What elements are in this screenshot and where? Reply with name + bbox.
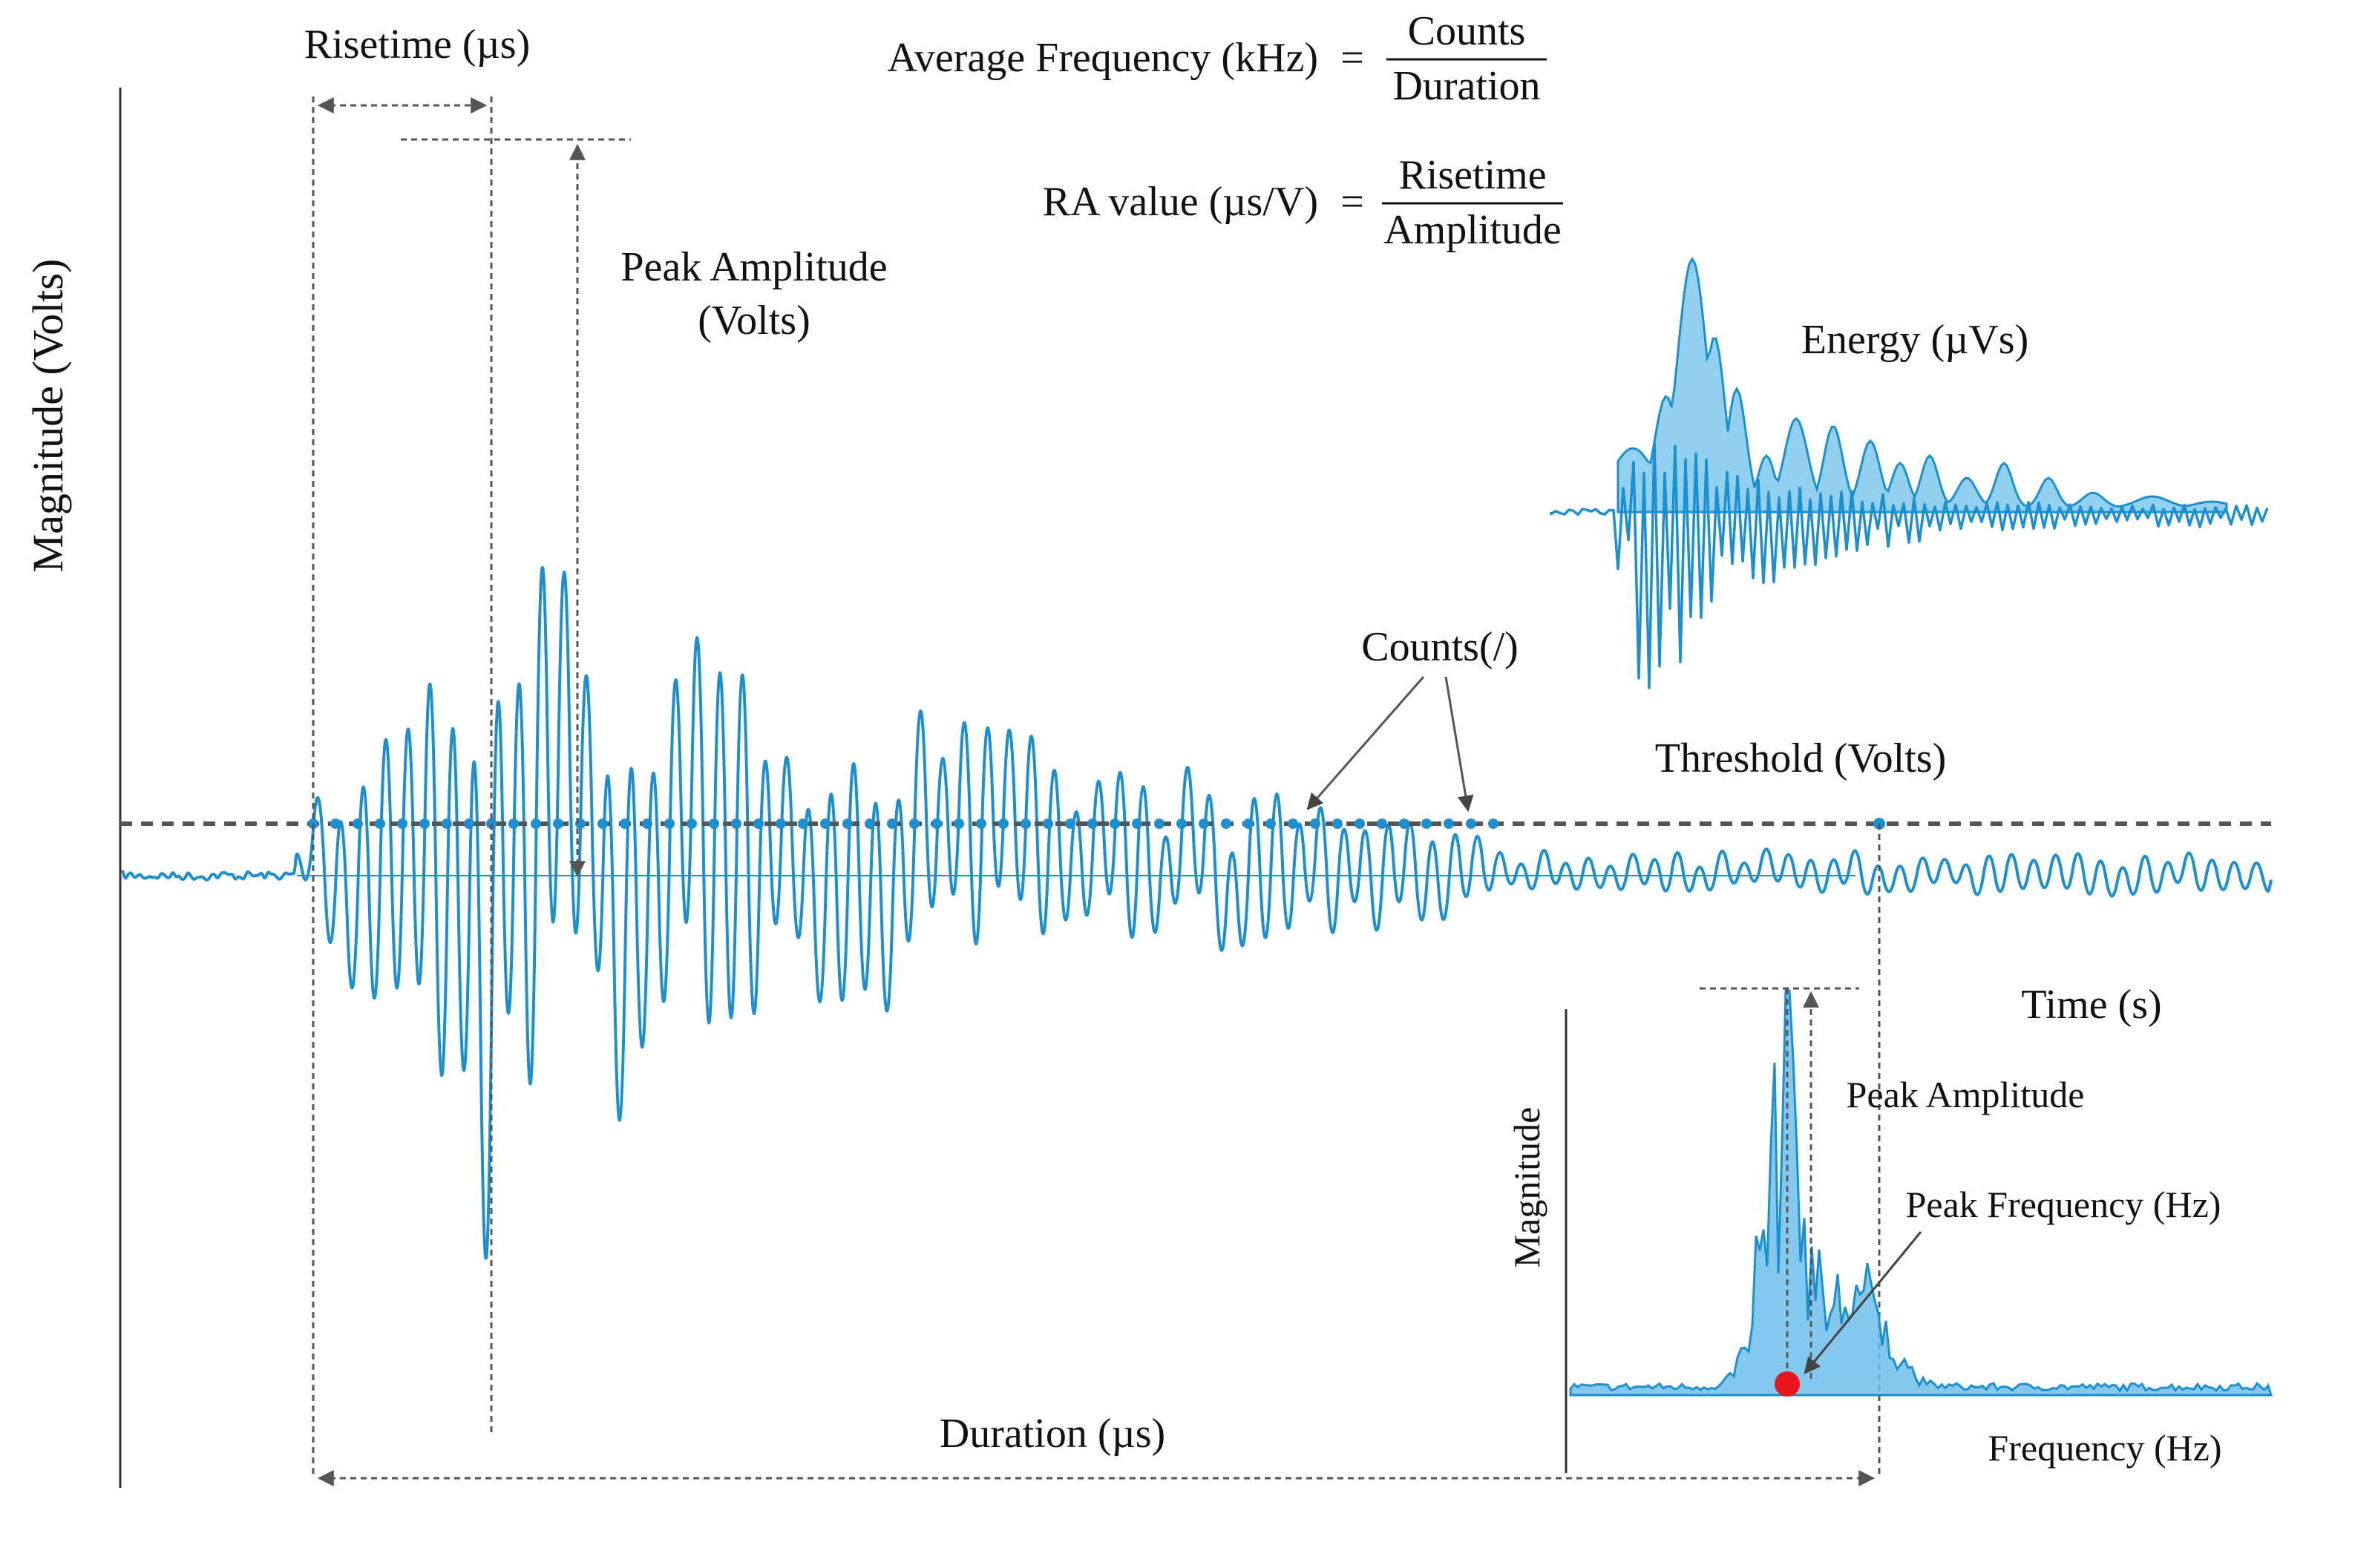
- threshold-crossing-dot: [954, 819, 964, 829]
- ra-numerator: Risetime: [1398, 152, 1546, 198]
- threshold-crossing-dot: [1065, 819, 1075, 829]
- peak-amplitude-label-line1: Peak Amplitude: [620, 244, 887, 290]
- duration-label: Duration (µs): [940, 1411, 1165, 1457]
- spectrum-y-label: Magnitude: [1506, 1107, 1547, 1268]
- threshold-crossing-dot: [1488, 819, 1498, 829]
- threshold-crossing-dot: [531, 819, 541, 829]
- average-frequency-formula: Average Frequency (kHz) = Counts Duratio…: [888, 8, 1547, 109]
- energy-label: Energy (µVs): [1801, 317, 2029, 363]
- avg-freq-lhs: Average Frequency (kHz): [888, 35, 1318, 81]
- time-label: Time (s): [2021, 982, 2161, 1028]
- spectrum-peak-amplitude-label: Peak Amplitude: [1847, 1074, 2085, 1115]
- threshold-crossing-dot: [976, 819, 986, 829]
- threshold-crossing-dot: [687, 819, 697, 829]
- spectrum-peak-frequency-label: Peak Frequency (Hz): [1906, 1184, 2221, 1225]
- threshold-crossing-dot: [1355, 819, 1365, 829]
- threshold-crossing-dot: [820, 819, 831, 829]
- threshold-crossing-dot: [1466, 819, 1476, 829]
- threshold-crossing-dot: [1221, 819, 1231, 829]
- spectrum-curve: [1569, 989, 2273, 1397]
- threshold-crossing-dot: [620, 819, 630, 829]
- avg-freq-denominator: Duration: [1392, 63, 1540, 109]
- threshold-crossing-dot: [931, 819, 942, 829]
- peak-frequency-marker: [1775, 1371, 1800, 1397]
- threshold-crossing-dot: [909, 819, 920, 829]
- threshold-crossing-dot: [1421, 819, 1432, 829]
- threshold-crossing-dot: [553, 819, 563, 829]
- peak-amplitude-label-line2: (Volts): [698, 298, 810, 344]
- threshold-crossing-dot: [1444, 819, 1454, 829]
- threshold-crossing-dot: [375, 819, 385, 829]
- ra-denominator: Amplitude: [1383, 207, 1562, 253]
- threshold-crossing-dot: [865, 819, 875, 829]
- threshold-crossing-dot: [1176, 819, 1187, 829]
- threshold-crossing-dot: [597, 819, 608, 829]
- threshold-crossing-dot: [753, 819, 764, 829]
- threshold-label: Threshold (Volts): [1655, 735, 1947, 781]
- threshold-crossing-dot: [776, 819, 786, 829]
- threshold-crossing-dot: [464, 819, 474, 829]
- counts-leader-right: [1444, 676, 1474, 813]
- threshold-crossing-dot: [887, 819, 897, 829]
- risetime-label: Risetime (µs): [304, 22, 530, 68]
- y-axis-label: Magnitude (Volts): [24, 259, 72, 573]
- threshold-crossing-dot: [419, 819, 430, 829]
- threshold-crossing-dot: [1399, 819, 1409, 829]
- spectrum-inset: [1565, 987, 2273, 1473]
- energy-waveform: [1550, 439, 2269, 689]
- threshold-crossing-dot: [642, 819, 652, 829]
- threshold-crossing-dot: [1310, 819, 1320, 829]
- threshold-crossing-dot: [1110, 819, 1120, 829]
- spectrum-x-label: Frequency (Hz): [1988, 1427, 2221, 1469]
- avg-freq-equals: =: [1340, 35, 1364, 81]
- ra-lhs: RA value (µs/V): [1043, 179, 1318, 225]
- threshold-crossing-dot: [508, 819, 519, 829]
- threshold-crossing-dot: [1199, 819, 1209, 829]
- threshold-crossing-dot: [442, 819, 452, 829]
- peak-frequency-leader: [1804, 1231, 1922, 1374]
- main-waveform: [121, 565, 2273, 1260]
- threshold-crossing-dot: [397, 819, 407, 829]
- threshold-crossing-dot: [842, 819, 853, 829]
- ra-equals: =: [1340, 179, 1364, 225]
- ra-value-formula: RA value (µs/V) = Risetime Amplitude: [1043, 152, 1563, 253]
- threshold-crossing-dot: [353, 819, 363, 829]
- threshold-crossing-dot: [998, 819, 1009, 829]
- energy-inset: [1550, 257, 2269, 689]
- threshold-crossing-dot: [664, 819, 675, 829]
- threshold-crossing-dot: [709, 819, 719, 829]
- threshold-crossing-dot: [1265, 819, 1276, 829]
- threshold-crossing-dot: [1087, 819, 1098, 829]
- threshold-crossing-dot: [1154, 819, 1165, 829]
- threshold-crossing-dot: [731, 819, 741, 829]
- threshold-crossing-dot: [1132, 819, 1142, 829]
- threshold-crossing-dot: [1332, 819, 1343, 829]
- threshold-crossing-dot: [1377, 819, 1387, 829]
- threshold-crossing-dot: [1288, 819, 1298, 829]
- threshold-crossing-dot: [1021, 819, 1031, 829]
- counts-leader-left: [1306, 676, 1425, 810]
- threshold-crossing-dot: [798, 819, 808, 829]
- counts-label: Counts(/): [1361, 624, 1519, 670]
- avg-freq-numerator: Counts: [1408, 8, 1526, 54]
- energy-envelope: [1617, 257, 2228, 514]
- threshold-crossing-dot: [1043, 819, 1053, 829]
- threshold-crossing-dot: [1243, 819, 1254, 829]
- threshold-crossing-dot: [330, 819, 341, 829]
